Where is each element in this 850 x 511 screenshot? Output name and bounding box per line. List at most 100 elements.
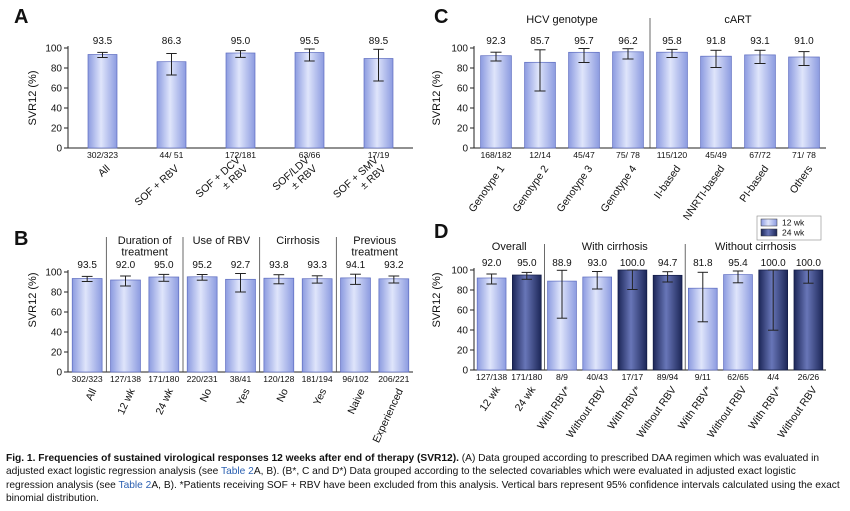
data-label: 95.0 [517,258,537,269]
bar [612,51,644,149]
data-label: 94.1 [346,260,366,271]
count-label: 168/182 [480,150,511,160]
data-label: 95.2 [192,260,212,271]
x-tick-label: SOF + DCV± RBV [193,154,250,209]
data-label: 93.8 [269,260,289,271]
count-label: 96/102 [342,374,369,384]
x-tick-label-line: Yes [235,387,253,408]
bar [512,274,542,371]
y-tick-label: 60 [51,308,63,319]
y-axis-label: SVR12 (%) [431,272,443,327]
y-tick-label: 100 [451,44,468,55]
x-tick-label: All [84,387,100,403]
bar [378,278,410,373]
y-tick-label: 20 [457,124,469,135]
x-tick-label: PI-based [737,163,771,204]
caption-table-link-2[interactable]: Table 2 [118,479,152,491]
data-label: 100.0 [796,258,821,269]
bar [340,277,371,373]
y-tick-label: 40 [51,104,63,115]
count-label: 115/120 [657,150,688,160]
count-label: 302/323 [87,150,118,160]
x-tick-label: No [274,387,291,404]
count-label: 172/181 [225,150,256,160]
x-tick-label-line: Genotype 2 [510,163,551,214]
count-label: 44/ 51 [160,150,184,160]
x-tick-label-line: Genotype 1 [466,163,507,214]
data-label: 95.0 [154,260,174,271]
x-tick-label-line: Genotype 4 [598,163,639,214]
bar [156,61,187,149]
count-label: 67/72 [749,150,771,160]
x-tick-label: Yes [235,387,253,408]
x-tick-label: Genotype 2 [510,163,551,214]
bar [110,279,141,373]
y-tick-label: 40 [457,104,469,115]
count-label: 120/128 [263,374,294,384]
x-tick-label: With RBV* [605,384,643,432]
data-label: 96.2 [618,36,638,47]
x-tick-label: Genotype 3 [554,163,595,214]
group-label: HCV genotype [526,14,598,26]
x-tick-label-line: With RBV* [676,384,714,432]
legend-label: 24 wk [782,228,805,238]
bar [71,278,103,373]
group-label: treatment [351,247,397,259]
bar [582,276,612,371]
data-label: 86.3 [162,36,182,47]
x-tick-label-line: II-based [652,163,684,201]
caption-table-link-1[interactable]: Table 2 [221,466,254,478]
x-tick-label: With RBV* [535,384,573,432]
y-tick-label: 100 [451,266,468,277]
count-label: 171/180 [148,374,179,384]
bar [793,269,824,371]
group-label: Duration of [118,235,173,247]
x-tick-label: 24 wk [154,386,177,417]
figure-caption: Fig. 1. Frequencies of sustained virolog… [6,452,842,506]
y-axis-label: SVR12 (%) [27,272,39,327]
x-tick-label: II-based [652,163,684,201]
bar [700,55,732,149]
data-label: 95.0 [231,36,251,47]
count-label: 38/41 [230,374,252,384]
x-tick-label-line: SOF + RBV [133,163,182,209]
count-label: 62/65 [727,372,749,382]
bar [788,56,820,149]
count-label: 4/4 [767,372,779,382]
data-label: 95.5 [300,36,320,47]
legend-label: 12 wk [782,218,805,228]
count-label: 71/ 78 [792,150,816,160]
x-tick-label: With RBV* [746,384,784,432]
x-tick-label: SOF + SMV± RBV [331,154,389,209]
panel-letter: B [14,228,28,250]
group-label: Previous [353,235,396,247]
data-label: 95.4 [728,258,748,269]
chart-panel-d: D SVR12 (%) 0 20 40 60 80 100 Overall With cirrho… [431,215,826,440]
y-tick-label: 100 [45,268,62,279]
bar [301,278,333,373]
y-tick-label: 0 [462,366,468,377]
count-label: 206/221 [378,374,409,384]
data-label: 93.3 [307,260,327,271]
bar [263,277,295,373]
x-tick-label: No [198,387,215,404]
y-axis-label: SVR12 (%) [431,70,443,125]
group-label: With cirrhosis [582,241,649,253]
count-label: 181/194 [302,374,333,384]
chart-panel-a: A SVR12 (%) 0 20 40 60 80 100 93.5 302/323 All 86.3… [14,6,413,209]
bar [656,51,688,149]
x-tick-label: Genotype 4 [598,163,639,214]
caption-text-1: (A) Data grouped according to prescribed… [6,453,820,478]
bar [87,54,118,149]
x-tick-label: Others [787,163,815,196]
count-label: 127/138 [476,372,507,382]
data-label: 94.7 [658,258,678,269]
count-label: 171/180 [511,372,542,382]
y-tick-label: 100 [45,44,62,55]
x-tick-label: 12 wk [477,384,503,414]
caption-text-2: A, B). (B*, C and D*) Data grouped accor… [6,466,796,491]
x-tick-label: All [96,163,113,180]
x-tick-label-line: NNRTI-based [681,163,728,222]
